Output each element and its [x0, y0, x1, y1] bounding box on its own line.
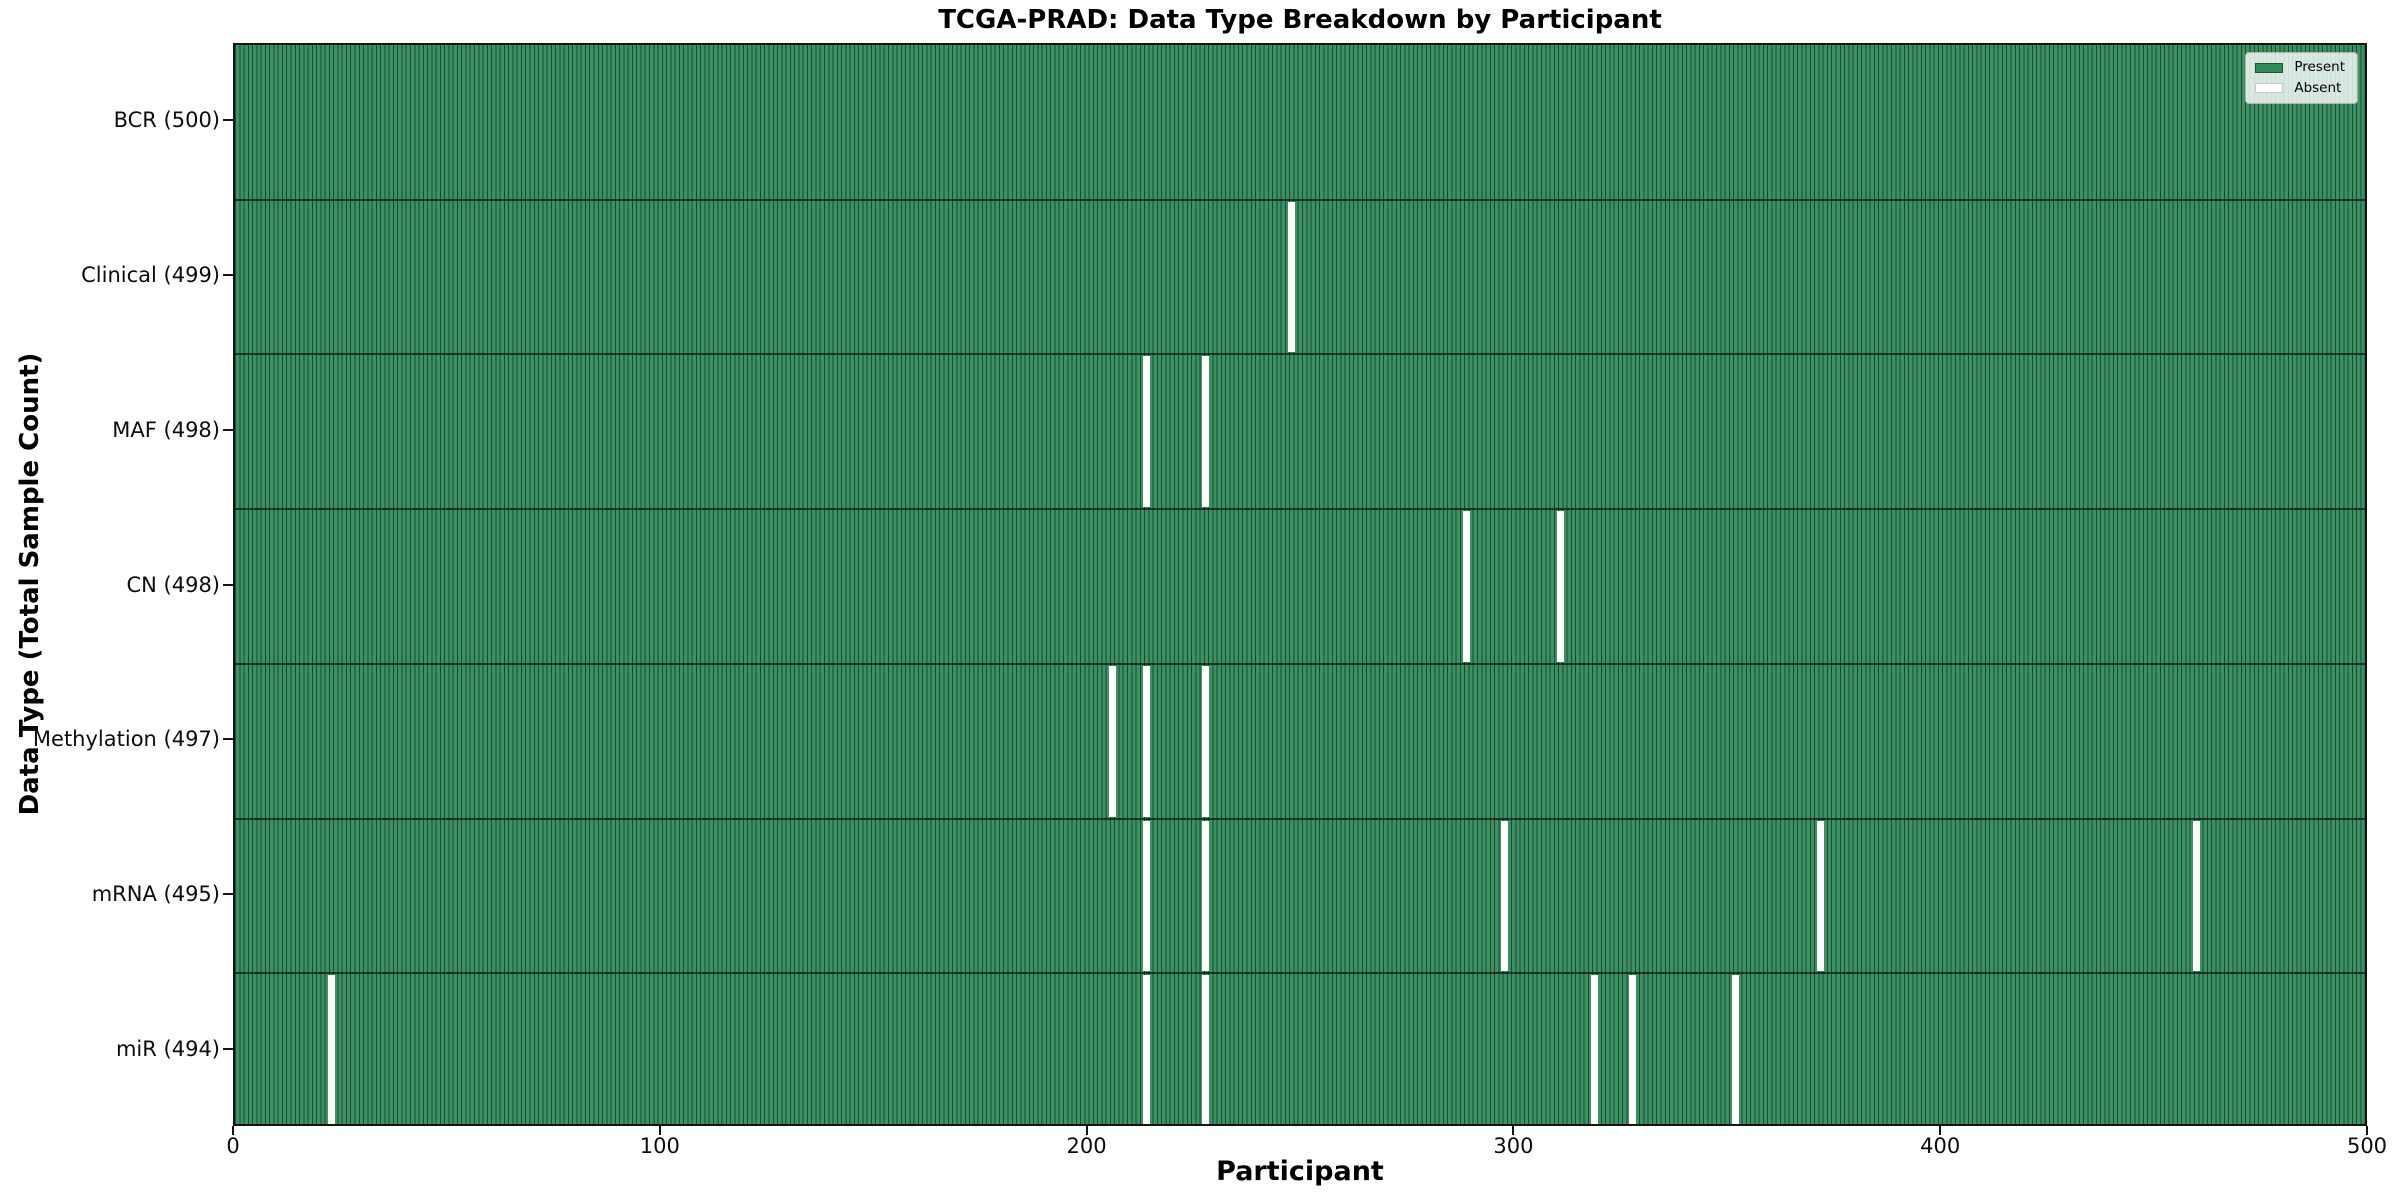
absent-gap-mRNA-371 [1817, 820, 1825, 972]
legend-label-present: Present [2294, 59, 2345, 75]
y-tick-mark-CN [223, 583, 233, 586]
row-CN [235, 509, 2365, 664]
plot-area: Present Absent [233, 43, 2367, 1126]
x-tick-label-300: 300 [1493, 1134, 1534, 1158]
y-tick-label-MAF: MAF (498) [112, 417, 220, 442]
y-tick-mark-Clinical [223, 274, 233, 277]
absent-gap-miR-351 [1731, 975, 1739, 1124]
y-tick-mark-Methylation [223, 738, 233, 741]
row-BCR [235, 45, 2365, 200]
y-tick-label-miR: miR (494) [115, 1036, 220, 1061]
row-separator [235, 198, 2365, 201]
x-tick-mark-200 [1085, 1126, 1088, 1135]
row-MAF [235, 354, 2365, 510]
x-tick-label-100: 100 [639, 1134, 680, 1158]
y-tick-label-mRNA: mRNA (495) [91, 881, 220, 906]
legend-item-present: Present [2255, 59, 2345, 75]
row-separator [235, 508, 2365, 511]
present-swatch-icon [2255, 62, 2284, 73]
row-separator [235, 353, 2365, 356]
absent-gap-miR-22 [327, 975, 335, 1124]
absent-gap-mRNA-459 [2192, 820, 2200, 972]
absent-gap-mRNA-213 [1142, 820, 1150, 972]
legend-label-absent: Absent [2294, 79, 2342, 96]
absent-swatch-icon [2255, 83, 2284, 94]
x-tick-mark-400 [1939, 1126, 1942, 1135]
absent-gap-miR-227 [1202, 975, 1210, 1124]
x-tick-label-400: 400 [1920, 1134, 1961, 1158]
absent-gap-Methylation-213 [1142, 665, 1150, 817]
row-separator [235, 662, 2365, 665]
row-miR [235, 973, 2365, 1124]
x-tick-mark-0 [232, 1126, 234, 1135]
x-tick-label-200: 200 [1066, 1134, 1107, 1158]
absent-gap-CN-310 [1556, 511, 1564, 662]
absent-gap-Methylation-227 [1202, 665, 1210, 817]
x-tick-mark-500 [2366, 1126, 2368, 1135]
x-tick-mark-100 [658, 1126, 661, 1135]
x-tick-mark-300 [1512, 1126, 1515, 1135]
legend: Present Absent [2245, 52, 2358, 104]
heatmap-grid [235, 45, 2365, 1124]
row-mRNA [235, 818, 2365, 974]
row-Methylation [235, 663, 2365, 819]
y-tick-label-BCR: BCR (500) [113, 108, 220, 133]
x-axis-label: Participant [1216, 1156, 1384, 1187]
x-tick-label-500: 500 [2346, 1134, 2388, 1158]
legend-item-absent: Absent [2255, 79, 2345, 96]
absent-gap-CN-288 [1462, 511, 1470, 662]
row-separator [235, 972, 2365, 975]
absent-gap-Clinical-247 [1287, 201, 1295, 353]
y-tick-mark-MAF [223, 428, 233, 431]
absent-gap-mRNA-297 [1501, 820, 1509, 972]
absent-gap-miR-327 [1629, 975, 1637, 1124]
y-tick-label-Clinical: Clinical (499) [81, 263, 220, 288]
absent-gap-mRNA-227 [1202, 820, 1210, 972]
absent-gap-miR-318 [1590, 975, 1598, 1124]
y-tick-mark-BCR [223, 119, 233, 122]
x-tick-label-0: 0 [226, 1134, 240, 1158]
y-tick-mark-miR [223, 1047, 233, 1050]
y-tick-label-Methylation: Methylation (497) [32, 727, 220, 752]
row-separator [235, 817, 2365, 820]
absent-gap-MAF-213 [1142, 356, 1150, 508]
absent-gap-Methylation-205 [1108, 665, 1116, 817]
absent-gap-MAF-227 [1202, 356, 1210, 508]
y-tick-label-CN: CN (498) [126, 572, 220, 597]
absent-gap-miR-213 [1142, 975, 1150, 1124]
y-tick-mark-mRNA [223, 892, 233, 895]
chart-title: TCGA-PRAD: Data Type Breakdown by Partic… [938, 5, 1662, 35]
row-Clinical [235, 199, 2365, 355]
